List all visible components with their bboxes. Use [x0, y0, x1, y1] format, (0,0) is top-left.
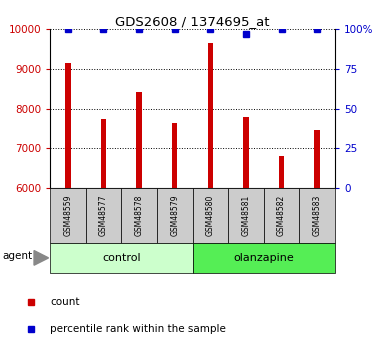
Text: GSM48578: GSM48578: [135, 195, 144, 236]
Text: GSM48559: GSM48559: [64, 195, 72, 236]
Text: olanzapine: olanzapine: [233, 253, 294, 263]
Text: GSM48581: GSM48581: [241, 195, 250, 236]
Bar: [192, 188, 228, 243]
Bar: [243, 117, 249, 188]
Text: GSM48577: GSM48577: [99, 195, 108, 236]
Text: GDS2608 / 1374695_at: GDS2608 / 1374695_at: [115, 14, 270, 28]
Bar: [157, 188, 192, 243]
Bar: [315, 130, 320, 188]
Bar: [121, 188, 157, 243]
Text: agent: agent: [3, 252, 33, 262]
Text: GSM48583: GSM48583: [313, 195, 321, 236]
Bar: [65, 63, 70, 188]
Polygon shape: [34, 250, 49, 265]
Text: GSM48582: GSM48582: [277, 195, 286, 236]
Bar: [101, 119, 106, 188]
Text: percentile rank within the sample: percentile rank within the sample: [50, 325, 226, 334]
Bar: [279, 156, 284, 188]
Bar: [300, 188, 335, 243]
Text: control: control: [102, 253, 141, 263]
Bar: [192, 243, 335, 273]
Bar: [228, 188, 264, 243]
Bar: [85, 188, 121, 243]
Bar: [136, 92, 142, 188]
Bar: [208, 43, 213, 188]
Bar: [264, 188, 300, 243]
Text: GSM48579: GSM48579: [170, 195, 179, 236]
Text: GSM48580: GSM48580: [206, 195, 215, 236]
Text: count: count: [50, 297, 80, 306]
Bar: [172, 122, 177, 188]
Bar: [50, 243, 192, 273]
Bar: [50, 188, 85, 243]
